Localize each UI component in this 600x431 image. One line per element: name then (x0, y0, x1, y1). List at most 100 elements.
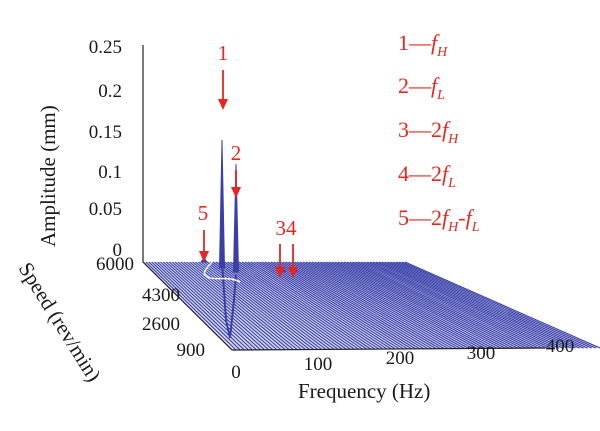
surface-stripe (320, 261, 482, 350)
surface-stripe (384, 261, 572, 349)
surface-stripe (387, 261, 576, 349)
speed-tick-label: 900 (177, 340, 206, 361)
legend-entry: 1—fH (398, 30, 448, 60)
frequency-tick-labels: 0 100 200 300 400 (231, 336, 574, 383)
frequency-axis-line (231, 347, 546, 351)
surface-stripe (358, 261, 535, 349)
surface-stripe (398, 261, 593, 349)
surface-stripe (340, 261, 511, 349)
surface-stripe (244, 261, 376, 350)
frequency-tick-label: 100 (304, 354, 333, 375)
surface-stripe (186, 261, 294, 351)
surface-stripe (282, 261, 429, 350)
surface-stripe (378, 261, 564, 349)
arrow-label: 34 (276, 216, 298, 240)
surface-stripe (256, 261, 392, 350)
surface-stripe (163, 261, 261, 351)
ridge-highlight (203, 261, 241, 283)
frequency-tick-label: 200 (386, 348, 415, 369)
surface-stripe (238, 261, 368, 350)
surface-stripe (393, 261, 584, 349)
surface-stripe (259, 261, 396, 350)
arrow-label: 2 (231, 141, 242, 165)
speed-tick-label: 4300 (142, 285, 180, 306)
surface-stripe (195, 261, 306, 351)
amplitude-tick-labels: 0 0.05 0.1 0.15 0.2 0.25 (89, 37, 122, 261)
surface-stripe (262, 261, 400, 350)
frequency-axis-title: Frequency (Hz) (298, 379, 430, 403)
arrow-head (275, 267, 285, 278)
peak-arrows: 1 2 34 5 (198, 41, 298, 278)
surface-stripe (305, 261, 462, 350)
surface-stripe (366, 261, 548, 349)
legend-entry: 2—fL (398, 73, 445, 103)
surface-stripe (230, 261, 355, 350)
surface-stripe (390, 261, 580, 349)
surface-stripe (218, 261, 339, 350)
surface-stripe (267, 261, 409, 350)
surface-stripe (349, 261, 523, 349)
surface-stripe (361, 261, 539, 349)
surface-stripe (302, 261, 458, 350)
legend-entry: 5—2fH-fL (398, 205, 480, 235)
surface-stripe (154, 261, 249, 351)
amplitude-tick-label: 0.15 (89, 122, 122, 143)
surface-stripe (241, 261, 372, 350)
peak-spike (218, 139, 226, 269)
surface-stripe (337, 261, 507, 350)
surface-stripe (197, 261, 311, 351)
surface-stripe (323, 261, 486, 350)
surface-stripe (291, 261, 441, 350)
surface-stripe (200, 261, 315, 350)
surface-stripe (165, 261, 266, 351)
arrow-label: 1 (218, 41, 229, 65)
surface-stripe (232, 261, 360, 350)
surface-stripe (404, 261, 600, 349)
surface-stripe (326, 261, 490, 350)
arrow-head (199, 251, 209, 262)
amplitude-axis-title: Amplitude (mm) (36, 105, 60, 247)
surface-stripe (221, 261, 343, 350)
surface-stripe (270, 261, 413, 350)
amplitude-tick-label: 0.05 (89, 199, 122, 220)
amplitude-tick-label: 0.1 (98, 162, 122, 183)
surface-stripe (308, 261, 466, 350)
legend: 1—fH 2—fL 3—2fH 4—2fL 5—2fH-fL (398, 30, 480, 235)
surface-stripe (375, 261, 560, 349)
surface-stripe (364, 261, 543, 349)
amplitude-tick-label: 0.25 (89, 37, 122, 58)
surface-stripe (334, 261, 503, 350)
surface-stripe (247, 261, 380, 350)
surface-stripe (171, 261, 274, 351)
peak-spike (232, 164, 240, 273)
legend-entry: 4—2fL (398, 161, 456, 191)
surface-stripe (253, 261, 388, 350)
surface-stripe (285, 261, 433, 350)
surface-stripe (224, 261, 347, 350)
frequency-tick-label: 0 (231, 362, 241, 383)
surface-stripe (145, 261, 237, 351)
surface-stripe (235, 261, 364, 350)
surface-stripe (148, 261, 241, 351)
speed-tick-label: 2600 (142, 314, 180, 335)
legend-entry: 3—2fH (398, 117, 459, 147)
speed-axis-title: Speed (rev/min) (14, 258, 106, 386)
speed-tick-label: 6000 (96, 254, 134, 275)
surface-stripe (212, 261, 331, 350)
peak-ridge (221, 261, 237, 339)
surface-stripe (168, 261, 270, 351)
surface-stripe (317, 261, 478, 350)
surface-stripe (227, 261, 351, 350)
surface-stripe (177, 261, 282, 351)
surface-stripe (369, 261, 552, 349)
amplitude-tick-label: 0.2 (98, 81, 122, 102)
surface-stripe (401, 261, 597, 349)
surface-stripe (396, 261, 588, 349)
surface-stripe (294, 261, 445, 350)
frequency-tick-label: 300 (467, 343, 496, 364)
arrow-head (218, 99, 228, 110)
surface-stripe (352, 261, 527, 349)
surface-stripe (299, 261, 454, 350)
arrow-label: 5 (198, 201, 209, 225)
